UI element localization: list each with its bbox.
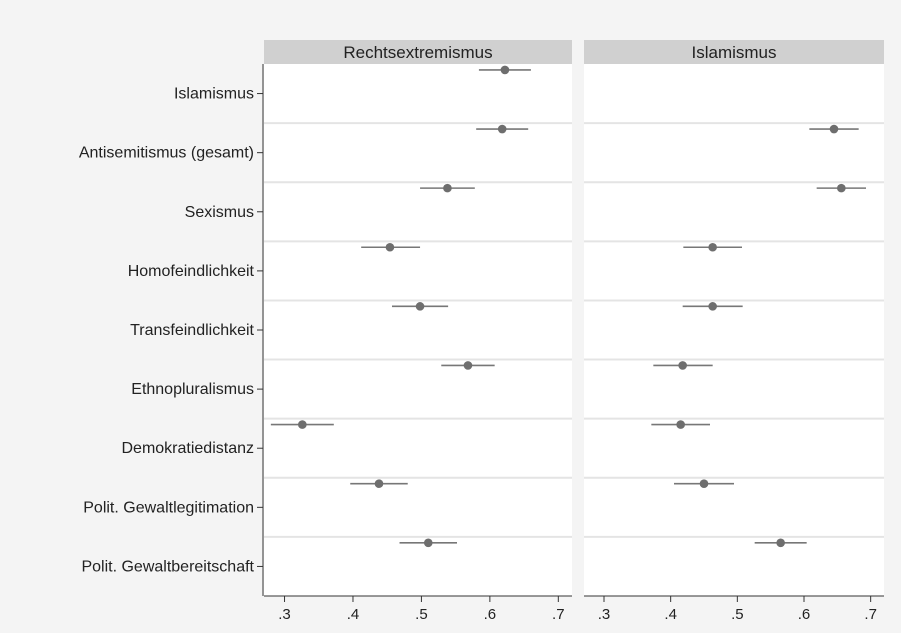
- panel-title: Islamismus: [691, 43, 776, 62]
- x-tick-label: .5: [731, 606, 744, 623]
- y-tick-label: Homofeindlichkeit: [128, 263, 255, 280]
- x-axes: .3 .4 .5 .6 .7 .3 .4 .5 .6 .7: [264, 595, 884, 623]
- x-tick-label: .3: [598, 606, 611, 623]
- y-axis: Islamismus Antisemitismus (gesamt) Sexismu…: [79, 64, 264, 596]
- panel-strip: [584, 40, 884, 64]
- data-point: [676, 420, 685, 429]
- data-point: [708, 242, 717, 252]
- panel-background: [264, 64, 572, 596]
- data-point: [497, 124, 507, 134]
- y-tick-label: Islamismus: [174, 86, 254, 103]
- panel-background: [584, 64, 884, 596]
- panel-title: Rechtsextremismus: [343, 43, 492, 62]
- data-point: [678, 361, 687, 370]
- data-point: [829, 124, 839, 134]
- data-marks: [270, 65, 866, 548]
- panel-strips: Rechtsextremismus Islamismus: [264, 40, 884, 64]
- x-tick-label: .4: [347, 606, 360, 623]
- x-tick-label: .4: [664, 606, 677, 623]
- y-tick-label: Sexismus: [185, 204, 254, 221]
- data-point: [500, 65, 510, 75]
- row-separators: [264, 122, 884, 538]
- x-tick-label: .3: [278, 606, 291, 623]
- y-tick-label: Ethnopluralismus: [131, 381, 254, 398]
- panel-backgrounds: [264, 64, 884, 596]
- y-tick-label: Transfeindlichkeit: [130, 322, 254, 339]
- x-tick-label: .6: [484, 606, 497, 623]
- panel-strip: [264, 40, 572, 64]
- data-point: [776, 538, 785, 548]
- data-point: [298, 420, 307, 429]
- x-tick-label: .7: [552, 606, 565, 623]
- data-point: [708, 302, 717, 311]
- data-point: [374, 479, 384, 488]
- data-point: [443, 183, 452, 193]
- data-point: [385, 242, 395, 252]
- y-tick-label: Polit. Gewaltbereitschaft: [81, 558, 254, 575]
- x-tick-label: .7: [864, 606, 877, 623]
- data-point: [423, 538, 433, 548]
- x-tick-label: .5: [415, 606, 428, 623]
- y-tick-label: Polit. Gewaltlegitimation: [83, 499, 254, 516]
- data-point: [415, 302, 425, 311]
- x-tick-label: .6: [798, 606, 811, 623]
- y-tick-label: Demokratiedistanz: [122, 440, 255, 457]
- y-tick-label: Antisemitismus (gesamt): [79, 145, 254, 162]
- data-point: [837, 183, 846, 193]
- data-point: [463, 361, 473, 370]
- data-point: [699, 479, 709, 488]
